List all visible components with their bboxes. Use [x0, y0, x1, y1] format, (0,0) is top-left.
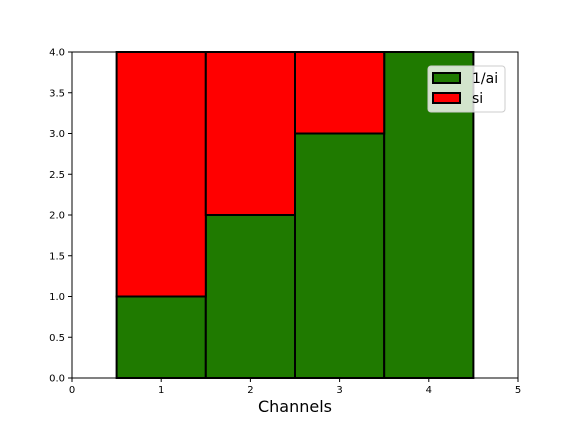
y-tick-label: 3.5: [49, 88, 65, 99]
bar-si-1: [115, 51, 207, 298]
x-axis-title: Channels: [258, 397, 332, 416]
legend-label: 1/ai: [472, 71, 498, 87]
bar-1ai-1: [115, 295, 207, 379]
legend-swatch: [432, 72, 461, 84]
bar-1ai-2: [204, 214, 296, 379]
y-tick-label: 1.0: [49, 292, 65, 303]
x-tick-label: 0: [69, 385, 75, 396]
x-tick-label: 3: [336, 385, 342, 396]
y-tick-label: 2.0: [49, 211, 65, 222]
x-axis-ticks: 0 1 2 3 4 5: [69, 378, 521, 396]
y-tick-label: 0.5: [49, 333, 65, 344]
legend-swatch: [432, 92, 461, 104]
x-tick-label: 1: [158, 385, 164, 396]
legend: 1/ai si: [427, 65, 506, 113]
x-tick-label: 4: [426, 385, 432, 396]
y-tick-label: 3.0: [49, 129, 65, 140]
x-tick-label: 5: [515, 385, 521, 396]
x-tick-label: 2: [247, 385, 253, 396]
y-tick-label: 4.0: [49, 48, 65, 59]
y-tick-label: 2.5: [49, 170, 65, 181]
bars-group: [115, 51, 475, 379]
legend-label: si: [472, 91, 483, 107]
y-axis-ticks: 0.0 0.5 1.0 1.5 2.0 2.5 3.0 3.5 4.0: [49, 48, 72, 385]
y-tick-label: 1.5: [49, 251, 65, 262]
y-tick-label: 0.0: [49, 374, 65, 385]
bar-1ai-3: [294, 132, 386, 379]
bar-si-2: [204, 51, 296, 216]
bar-si-3: [294, 51, 386, 135]
